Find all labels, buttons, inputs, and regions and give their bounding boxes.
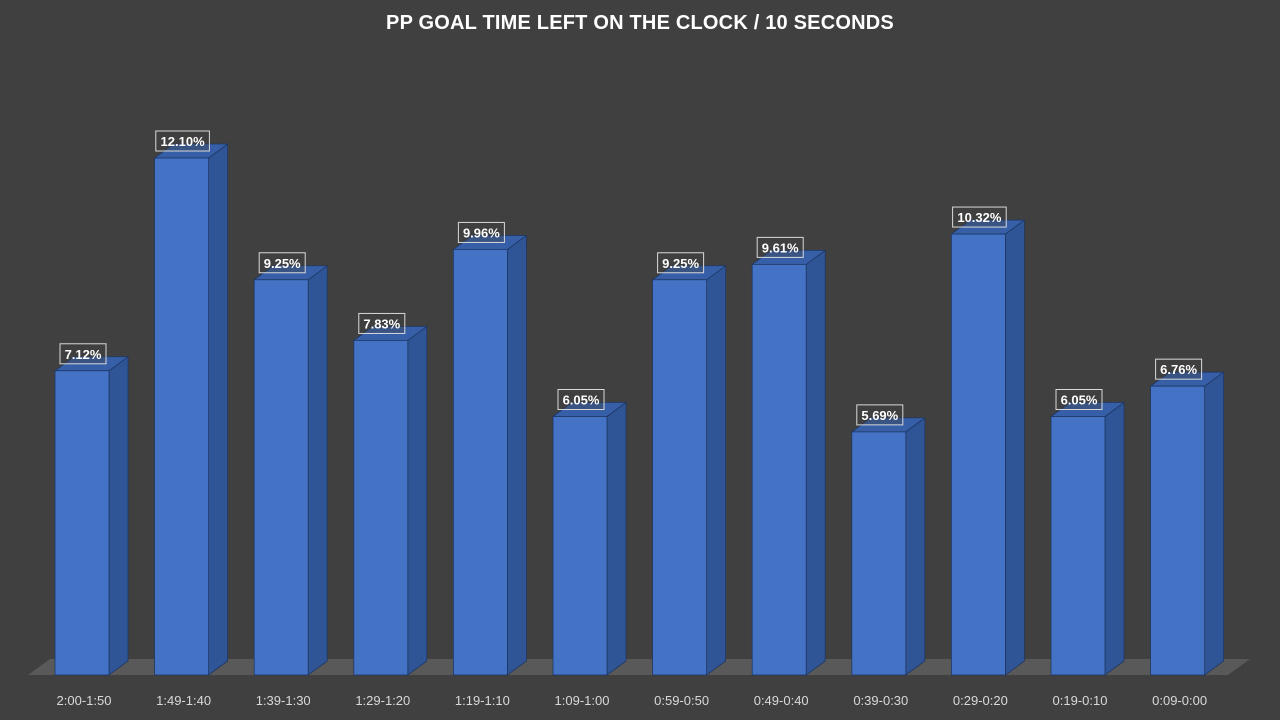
bar [154,157,210,676]
bar-side [407,325,428,676]
bar [452,249,508,676]
x-tick-label: 1:29-1:20 [355,693,410,708]
x-tick-label: 0:59-0:50 [654,693,709,708]
data-label-box [358,312,406,334]
data-label-box [1155,358,1203,380]
bar [54,370,110,676]
bar-side [307,264,328,676]
data-label: 10.32% [957,210,1002,225]
bar [751,263,807,676]
x-tick-label: 1:39-1:30 [256,693,311,708]
bar [552,416,608,676]
x-tick-label: 0:49-0:40 [754,693,809,708]
x-tick-label: 1:09-1:00 [555,693,610,708]
bar-side [1104,401,1125,676]
data-label: 6.05% [563,393,600,408]
bar [652,279,707,676]
bar [353,340,409,676]
chart-title: PP GOAL TIME LEFT ON THE CLOCK / 10 SECO… [386,12,894,34]
data-label-box [952,206,1007,228]
data-label: 9.25% [264,256,301,271]
data-label-box [457,221,505,243]
data-label: 7.83% [363,316,400,331]
data-label-box [557,389,605,410]
bar-side [905,417,926,676]
data-label-box [756,236,804,258]
data-label: 6.05% [1061,393,1098,408]
x-tick-label: 1:49-1:40 [156,693,211,708]
x-tick-label: 0:19-0:10 [1053,693,1108,708]
bar-side [108,355,129,676]
data-label-box [59,343,107,365]
bar-side [706,264,726,676]
bar-side [208,143,229,676]
data-label: 7.12% [65,347,102,362]
chart-floor [28,659,1250,675]
data-label: 6.76% [1160,362,1197,377]
data-label-box [1055,389,1103,410]
data-label: 9.25% [662,256,699,271]
bar-side [1204,371,1224,676]
x-tick-label: 2:00-1:50 [57,693,112,708]
data-label: 9.96% [463,225,500,240]
bar-side [606,401,627,676]
data-label: 12.10% [161,134,206,149]
x-tick-label: 0:09-0:00 [1152,693,1207,708]
bar-side [805,249,826,676]
bar [951,233,1006,676]
x-tick-label: 1:19-1:10 [455,693,510,708]
bar [253,279,309,676]
x-tick-label: 0:29-0:20 [953,693,1008,708]
data-label-box [657,252,705,274]
bar [851,431,907,676]
bar-side [506,234,527,676]
x-tick-label: 0:39-0:30 [853,693,908,708]
bar [1150,385,1205,676]
data-label-box [856,404,904,426]
data-label: 5.69% [861,408,898,423]
data-label-box [155,130,210,152]
bar-side [1005,219,1025,676]
data-label: 9.61% [762,240,799,255]
data-label-box [258,252,306,274]
bar [1050,416,1106,676]
